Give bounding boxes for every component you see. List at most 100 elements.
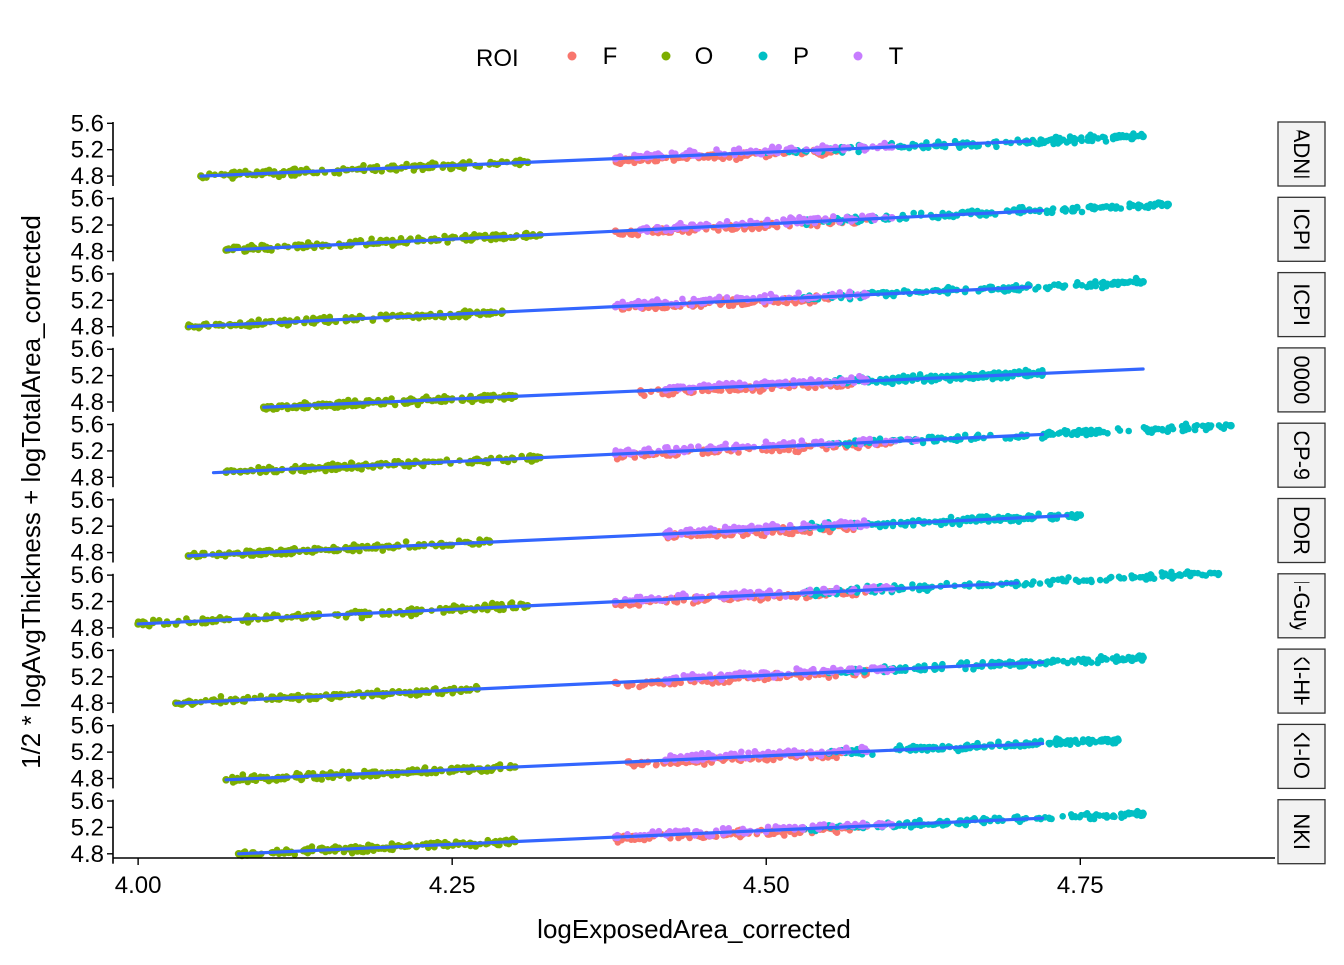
point-T bbox=[819, 142, 826, 149]
point-P bbox=[1084, 577, 1091, 584]
point-T bbox=[763, 438, 770, 445]
point-P bbox=[1129, 575, 1136, 582]
point-P bbox=[1107, 205, 1114, 212]
facet-strip-label: KI-HH bbox=[1289, 651, 1314, 711]
point-P bbox=[1097, 577, 1104, 584]
facet-strip-label: ICPI bbox=[1289, 283, 1314, 326]
point-P bbox=[1135, 201, 1142, 208]
point-P bbox=[1125, 279, 1132, 286]
point-P bbox=[1072, 738, 1079, 745]
point-P bbox=[1095, 135, 1102, 142]
point-T bbox=[693, 751, 700, 758]
point-P bbox=[1203, 572, 1210, 579]
point-P bbox=[1083, 427, 1090, 434]
point-P bbox=[1227, 422, 1235, 430]
facet-strip-label: 0000 bbox=[1289, 355, 1314, 404]
point-P bbox=[1139, 133, 1147, 141]
legend-label-T: T bbox=[889, 43, 904, 70]
point-T bbox=[793, 665, 800, 672]
point-P bbox=[1060, 578, 1067, 585]
point-F bbox=[671, 157, 678, 164]
point-P bbox=[1093, 204, 1100, 211]
point-P bbox=[1071, 430, 1078, 437]
point-P bbox=[1078, 136, 1085, 143]
point-P bbox=[1195, 570, 1202, 577]
y-tick-label: 5.6 bbox=[71, 110, 104, 137]
point-F bbox=[726, 679, 733, 686]
legend-key-P bbox=[759, 52, 768, 61]
point-P bbox=[1084, 658, 1091, 665]
point-P bbox=[1062, 740, 1069, 747]
legend-key-F bbox=[568, 52, 577, 61]
point-P bbox=[1103, 283, 1110, 290]
point-P bbox=[1130, 279, 1137, 286]
point-P bbox=[1129, 202, 1136, 209]
point-T bbox=[768, 291, 775, 298]
facet-strip-label: I-Guy bbox=[1289, 579, 1314, 633]
point-T bbox=[830, 213, 837, 220]
point-P bbox=[1084, 739, 1091, 746]
point-T bbox=[679, 296, 686, 303]
point-P bbox=[1101, 134, 1108, 141]
point-P bbox=[1221, 425, 1228, 432]
point-P bbox=[1178, 572, 1185, 579]
point-P bbox=[1030, 578, 1037, 585]
legend-key-O bbox=[662, 52, 671, 61]
point-F bbox=[749, 226, 756, 233]
y-tick-label: 5.6 bbox=[71, 562, 104, 589]
point-P bbox=[1087, 132, 1094, 139]
y-tick-label: 4.8 bbox=[71, 841, 104, 868]
point-T bbox=[761, 292, 768, 299]
point-P bbox=[1184, 568, 1191, 575]
facet-strip-label: KI-IOI bbox=[1289, 728, 1314, 785]
point-P bbox=[1097, 428, 1104, 435]
point-P bbox=[1073, 577, 1080, 584]
point-P bbox=[1094, 660, 1101, 667]
point-P bbox=[1062, 282, 1069, 289]
point-P bbox=[1101, 655, 1108, 662]
point-P bbox=[1114, 736, 1122, 744]
point-P bbox=[1203, 427, 1210, 434]
point-P bbox=[1125, 655, 1132, 662]
y-tick-label: 5.6 bbox=[71, 261, 104, 288]
point-P bbox=[1131, 134, 1138, 141]
point-P bbox=[1050, 431, 1057, 438]
point-P bbox=[1118, 205, 1125, 212]
point-P bbox=[1142, 204, 1149, 211]
point-P bbox=[1044, 286, 1051, 293]
point-P bbox=[1159, 573, 1166, 580]
point-P bbox=[1115, 657, 1122, 664]
point-P bbox=[1088, 281, 1095, 288]
y-tick-label: 5.2 bbox=[71, 287, 104, 314]
point-P bbox=[1060, 658, 1067, 665]
point-P bbox=[1035, 284, 1042, 291]
y-tick-label: 5.2 bbox=[71, 814, 104, 841]
y-tick-label: 5.6 bbox=[71, 186, 104, 213]
point-P bbox=[1119, 132, 1126, 139]
point-P bbox=[1038, 137, 1045, 144]
y-tick-label: 5.6 bbox=[71, 336, 104, 363]
point-P bbox=[1054, 657, 1061, 664]
y-tick-label: 5.2 bbox=[71, 513, 104, 540]
point-T bbox=[689, 671, 696, 678]
point-P bbox=[1056, 135, 1063, 142]
point-P bbox=[1158, 200, 1165, 207]
point-P bbox=[1170, 573, 1177, 580]
point-F bbox=[671, 681, 678, 688]
y-tick-label: 5.2 bbox=[71, 363, 104, 390]
point-P bbox=[1098, 738, 1105, 745]
facet-strip-label: ADNI bbox=[1289, 128, 1314, 181]
facet-strip-label: ICPI bbox=[1289, 208, 1314, 251]
point-T bbox=[698, 750, 705, 757]
point-P bbox=[1103, 577, 1110, 584]
point-T bbox=[789, 215, 796, 222]
point-P bbox=[1068, 135, 1075, 142]
point-P bbox=[1115, 425, 1122, 432]
point-T bbox=[662, 444, 669, 451]
point-P bbox=[1192, 427, 1199, 434]
point-P bbox=[1215, 570, 1223, 578]
point-P bbox=[1022, 367, 1029, 374]
point-P bbox=[1046, 740, 1053, 747]
point-P bbox=[1184, 424, 1191, 431]
